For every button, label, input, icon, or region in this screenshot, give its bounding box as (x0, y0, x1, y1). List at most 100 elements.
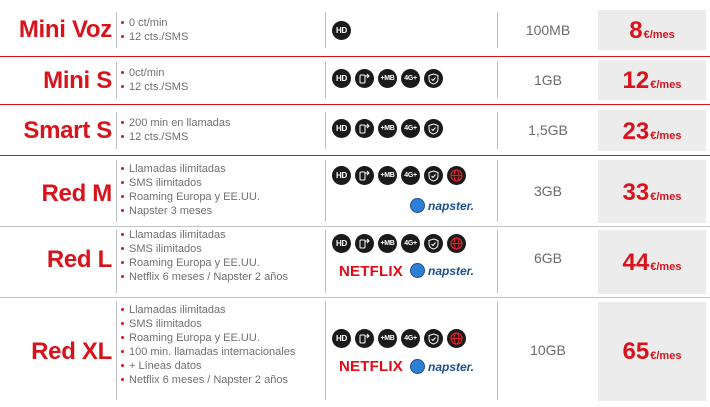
divider (325, 160, 326, 222)
divider (116, 12, 117, 48)
shield-icon (424, 329, 443, 348)
netflix-logo: NETFLIX (339, 358, 403, 375)
feature-item: 12 cts./SMS (121, 130, 231, 144)
price-amount: 23 (622, 118, 650, 145)
divider (116, 112, 117, 149)
shield-icon (424, 119, 443, 138)
price-box: 33€/mes (598, 160, 706, 223)
divider (116, 160, 117, 222)
shield-icon (424, 69, 443, 88)
price-box: 8€/mes (598, 10, 706, 50)
plan-name: Red M (41, 180, 112, 207)
price-unit: €/mes (650, 79, 682, 91)
napster-wordmark: napster. (428, 263, 475, 278)
extra-mb-icon: +MB (378, 166, 397, 185)
plan-name: Mini S (43, 67, 112, 94)
price-amount: 33 (622, 179, 650, 206)
plan-name: Smart S (23, 117, 112, 144)
feature-item: 100 min. llamadas internacionales (121, 345, 295, 359)
plan-features: Llamadas ilimitadas SMS ilimitados Roami… (121, 303, 295, 387)
divider (497, 62, 498, 98)
feature-item: 200 min en llamadas (121, 116, 231, 130)
divider (325, 12, 326, 48)
extra-mb-icon: +MB (378, 234, 397, 253)
price-unit: €/mes (650, 191, 682, 203)
globe-icon (447, 329, 466, 348)
plan-name: Mini Voz (18, 16, 112, 43)
plan-features: 0ct/min 12 cts./SMS (121, 66, 188, 94)
feature-item: Roaming Europa y EE.UU. (121, 331, 295, 345)
shield-icon (424, 234, 443, 253)
feature-item: Roaming Europa y EE.UU. (121, 256, 288, 270)
4g-plus-icon: 4G+ (401, 329, 420, 348)
price: 12€/mes (598, 67, 706, 95)
globe-icon (447, 234, 466, 253)
shield-icon (424, 166, 443, 185)
price-unit: €/mes (650, 261, 682, 273)
plan-name: Red L (46, 246, 112, 273)
plan-features: Llamadas ilimitadas SMS ilimitados Roami… (121, 228, 288, 284)
divider (325, 62, 326, 98)
price-unit: €/mes (650, 350, 682, 362)
data-allowance: 10GB (530, 342, 566, 358)
service-icons: HD +MB 4G+ (332, 166, 466, 185)
price-box: 23€/mes (598, 110, 706, 151)
hd-voice-icon: HD (332, 119, 351, 138)
data-allowance: 1GB (533, 72, 562, 88)
price: 8€/mes (598, 17, 706, 45)
roaming-icon (355, 329, 374, 348)
napster-head-icon (410, 359, 425, 374)
hd-voice-icon: HD (332, 21, 351, 40)
price-box: 65€/mes (598, 302, 706, 401)
extra-mb-icon: +MB (378, 69, 397, 88)
plan-features: 200 min en llamadas 12 cts./SMS (121, 116, 231, 144)
price: 33€/mes (598, 179, 706, 207)
service-icons: HD +MB 4G+ (332, 69, 443, 88)
price: 65€/mes (598, 338, 706, 366)
plan-name: Red XL (31, 338, 112, 365)
feature-item: Netflix 6 meses / Napster 2 años (121, 270, 288, 284)
hd-voice-icon: HD (332, 69, 351, 88)
feature-item: SMS ilimitados (121, 176, 260, 190)
napster-logo: napster. (410, 198, 474, 213)
divider (497, 12, 498, 48)
divider (325, 112, 326, 149)
price-amount: 12 (622, 67, 650, 94)
napster-wordmark: napster. (428, 359, 475, 374)
price-amount: 65 (622, 338, 650, 365)
separator (0, 56, 710, 57)
globe-icon (447, 166, 466, 185)
napster-logo: napster. (410, 359, 474, 374)
feature-item: Llamadas ilimitadas (121, 162, 260, 176)
service-icons: HD +MB 4G+ (332, 234, 466, 253)
divider (497, 230, 498, 293)
feature-item: Llamadas ilimitadas (121, 228, 288, 242)
service-icons: HD +MB 4G+ (332, 329, 466, 348)
extra-mb-icon: +MB (378, 119, 397, 138)
napster-wordmark: napster. (428, 198, 475, 213)
divider (497, 160, 498, 222)
feature-item: 0ct/min (121, 66, 188, 80)
price: 44€/mes (598, 249, 706, 277)
separator (0, 226, 710, 227)
plan-features: Llamadas ilimitadas SMS ilimitados Roami… (121, 162, 260, 218)
napster-logo: napster. (410, 263, 474, 278)
price: 23€/mes (598, 118, 706, 146)
4g-plus-icon: 4G+ (401, 69, 420, 88)
roaming-icon (355, 234, 374, 253)
separator (0, 155, 710, 156)
divider (497, 302, 498, 400)
divider (116, 230, 117, 293)
napster-head-icon (410, 263, 425, 278)
feature-item: 12 cts./SMS (121, 80, 188, 94)
divider (325, 230, 326, 293)
feature-item: Netflix 6 meses / Napster 2 años (121, 373, 295, 387)
hd-voice-icon: HD (332, 234, 351, 253)
4g-plus-icon: 4G+ (401, 234, 420, 253)
hd-voice-icon: HD (332, 329, 351, 348)
roaming-icon (355, 69, 374, 88)
netflix-logo: NETFLIX (339, 263, 403, 280)
feature-item: Roaming Europa y EE.UU. (121, 190, 260, 204)
feature-item: + Líneas datos (121, 359, 295, 373)
data-allowance: 100MB (525, 22, 571, 38)
